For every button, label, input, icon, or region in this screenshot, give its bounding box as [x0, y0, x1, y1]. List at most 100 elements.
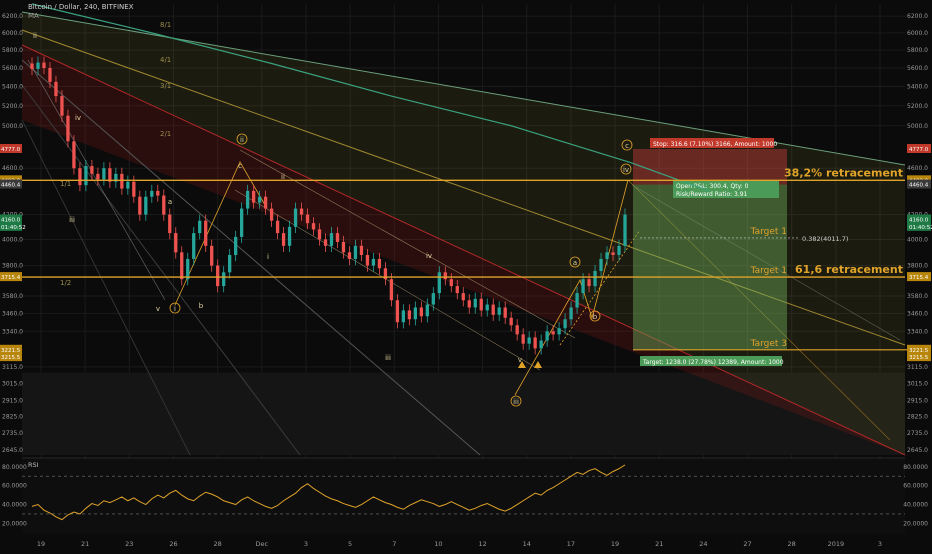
y-tick-left: 2915.0 — [2, 398, 23, 405]
candle-body — [335, 233, 340, 242]
candle-body — [449, 279, 453, 287]
y-tick-left: 2735.0 — [2, 430, 23, 437]
candle-body — [168, 214, 172, 234]
y-tick-left: 3580.0 — [2, 293, 23, 300]
candle-body — [48, 68, 52, 82]
target-text: Target 1 — [750, 227, 787, 237]
price-tag-left: 4160.0 — [1, 217, 21, 223]
y-tick-right: 5800.0 — [907, 47, 928, 54]
candle-body — [359, 245, 364, 255]
candle-body — [132, 181, 136, 197]
candle-body — [180, 252, 184, 280]
x-tick: 2019 — [828, 540, 845, 548]
candle-body — [120, 173, 124, 189]
candle-body — [563, 319, 567, 329]
price-tag: 4777.0 — [909, 147, 929, 153]
target-text: Target 1 — [750, 266, 787, 276]
candle-body — [467, 300, 471, 308]
candle-body — [257, 196, 262, 203]
projection-line — [559, 229, 641, 346]
wave-label: a — [573, 259, 577, 267]
candles-layer — [30, 56, 627, 355]
candle-body — [389, 279, 394, 301]
wave-path — [174, 161, 266, 306]
ma-label: MA — [28, 12, 39, 20]
candle-body — [305, 214, 310, 224]
levels-layer: 38,2% retracement 61,6 retracement 0.382(4… — [22, 166, 910, 351]
wave-label: v — [156, 305, 160, 313]
rsi-label: RSI — [28, 461, 39, 469]
y-tick-right: 6200.0 — [907, 13, 928, 20]
rsi-layer: RSI 80.000080.000060.000060.000040.000040… — [2, 457, 928, 534]
price-tag: 4460.4 — [909, 183, 929, 189]
x-tick: 26 — [169, 540, 177, 548]
fan-label: 2/1 — [160, 130, 171, 138]
price-tag-left: 4460.4 — [1, 183, 21, 189]
candle-body — [114, 173, 118, 182]
risk-reward-label: Risk/Reward Ratio: 3.91 — [676, 191, 748, 198]
y-tick-right: 5400.0 — [907, 84, 928, 91]
x-tick: 17 — [567, 540, 575, 548]
price-tag-bg-left — [0, 352, 22, 362]
candle-body — [78, 168, 82, 186]
y-tick-right: 3800.0 — [907, 263, 928, 270]
candle-body — [186, 258, 190, 280]
target-label: Target: 1238.0 (27.78%) 12389, Amount: 1… — [642, 359, 784, 366]
candle-body — [527, 337, 531, 344]
wave-label: c — [238, 162, 242, 170]
rsi-tick-left: 60.0000 — [2, 483, 27, 490]
x-tick: 27 — [743, 540, 751, 548]
candle-body — [281, 233, 286, 246]
x-tick: 12 — [478, 540, 486, 548]
fan-label: 1/2 — [60, 279, 71, 287]
candle-body — [353, 245, 358, 259]
fan-label: 3/1 — [160, 82, 171, 90]
x-tick: 21 — [655, 540, 663, 548]
candle-body — [371, 258, 376, 266]
candle-body — [413, 307, 418, 320]
y-tick-left: 6000.0 — [2, 30, 23, 37]
price-tag-bg — [907, 179, 931, 189]
y-tick-left: 4000.0 — [2, 236, 23, 243]
wave-circle — [510, 395, 522, 407]
candle-body — [365, 254, 370, 266]
retracement-label: 38,2% retracement — [784, 166, 903, 179]
candle-body — [569, 307, 573, 320]
candle-body — [234, 236, 238, 255]
candle-body — [347, 252, 352, 259]
candle-body — [293, 208, 298, 227]
y-tick-left: 5200.0 — [2, 103, 23, 110]
candle-body — [42, 62, 46, 69]
wave-label: iii — [513, 398, 519, 406]
y-tick-left: 2645.0 — [2, 447, 23, 454]
candle-body — [605, 252, 609, 259]
fan-line — [21, 29, 906, 346]
x-tick: 5 — [348, 540, 352, 548]
candle-body — [425, 304, 429, 317]
x-tick: 10 — [434, 540, 442, 548]
y-tick-left: 5400.0 — [2, 84, 23, 91]
candle-body — [299, 208, 304, 215]
wave-label: iv — [623, 166, 629, 174]
candle-body — [228, 254, 232, 273]
wave-circle — [569, 256, 581, 268]
price-tag-bg — [907, 272, 931, 282]
price-tag-bg — [907, 344, 931, 354]
wave-label: i — [174, 305, 176, 313]
wave-label: c — [625, 142, 629, 150]
y-tick-right: 5600.0 — [907, 65, 928, 72]
fan-layer: 8/1 4/1 3/1 2/1 1/1 1/2 — [21, 11, 906, 456]
chart-title: Bitcoin / Dollar, 240, BITFINEX — [28, 3, 134, 11]
wave-label: iv — [426, 252, 432, 260]
candle-body — [515, 325, 519, 335]
candle-body — [84, 166, 88, 186]
wave-label: a — [168, 198, 172, 206]
candle-body — [317, 229, 322, 240]
price-tag: 3215.5 — [909, 355, 929, 361]
candle-body — [96, 173, 100, 180]
wave-label: b — [199, 302, 204, 310]
candle-body — [593, 270, 597, 287]
candle-body — [138, 196, 142, 215]
stop-zone — [633, 149, 787, 185]
